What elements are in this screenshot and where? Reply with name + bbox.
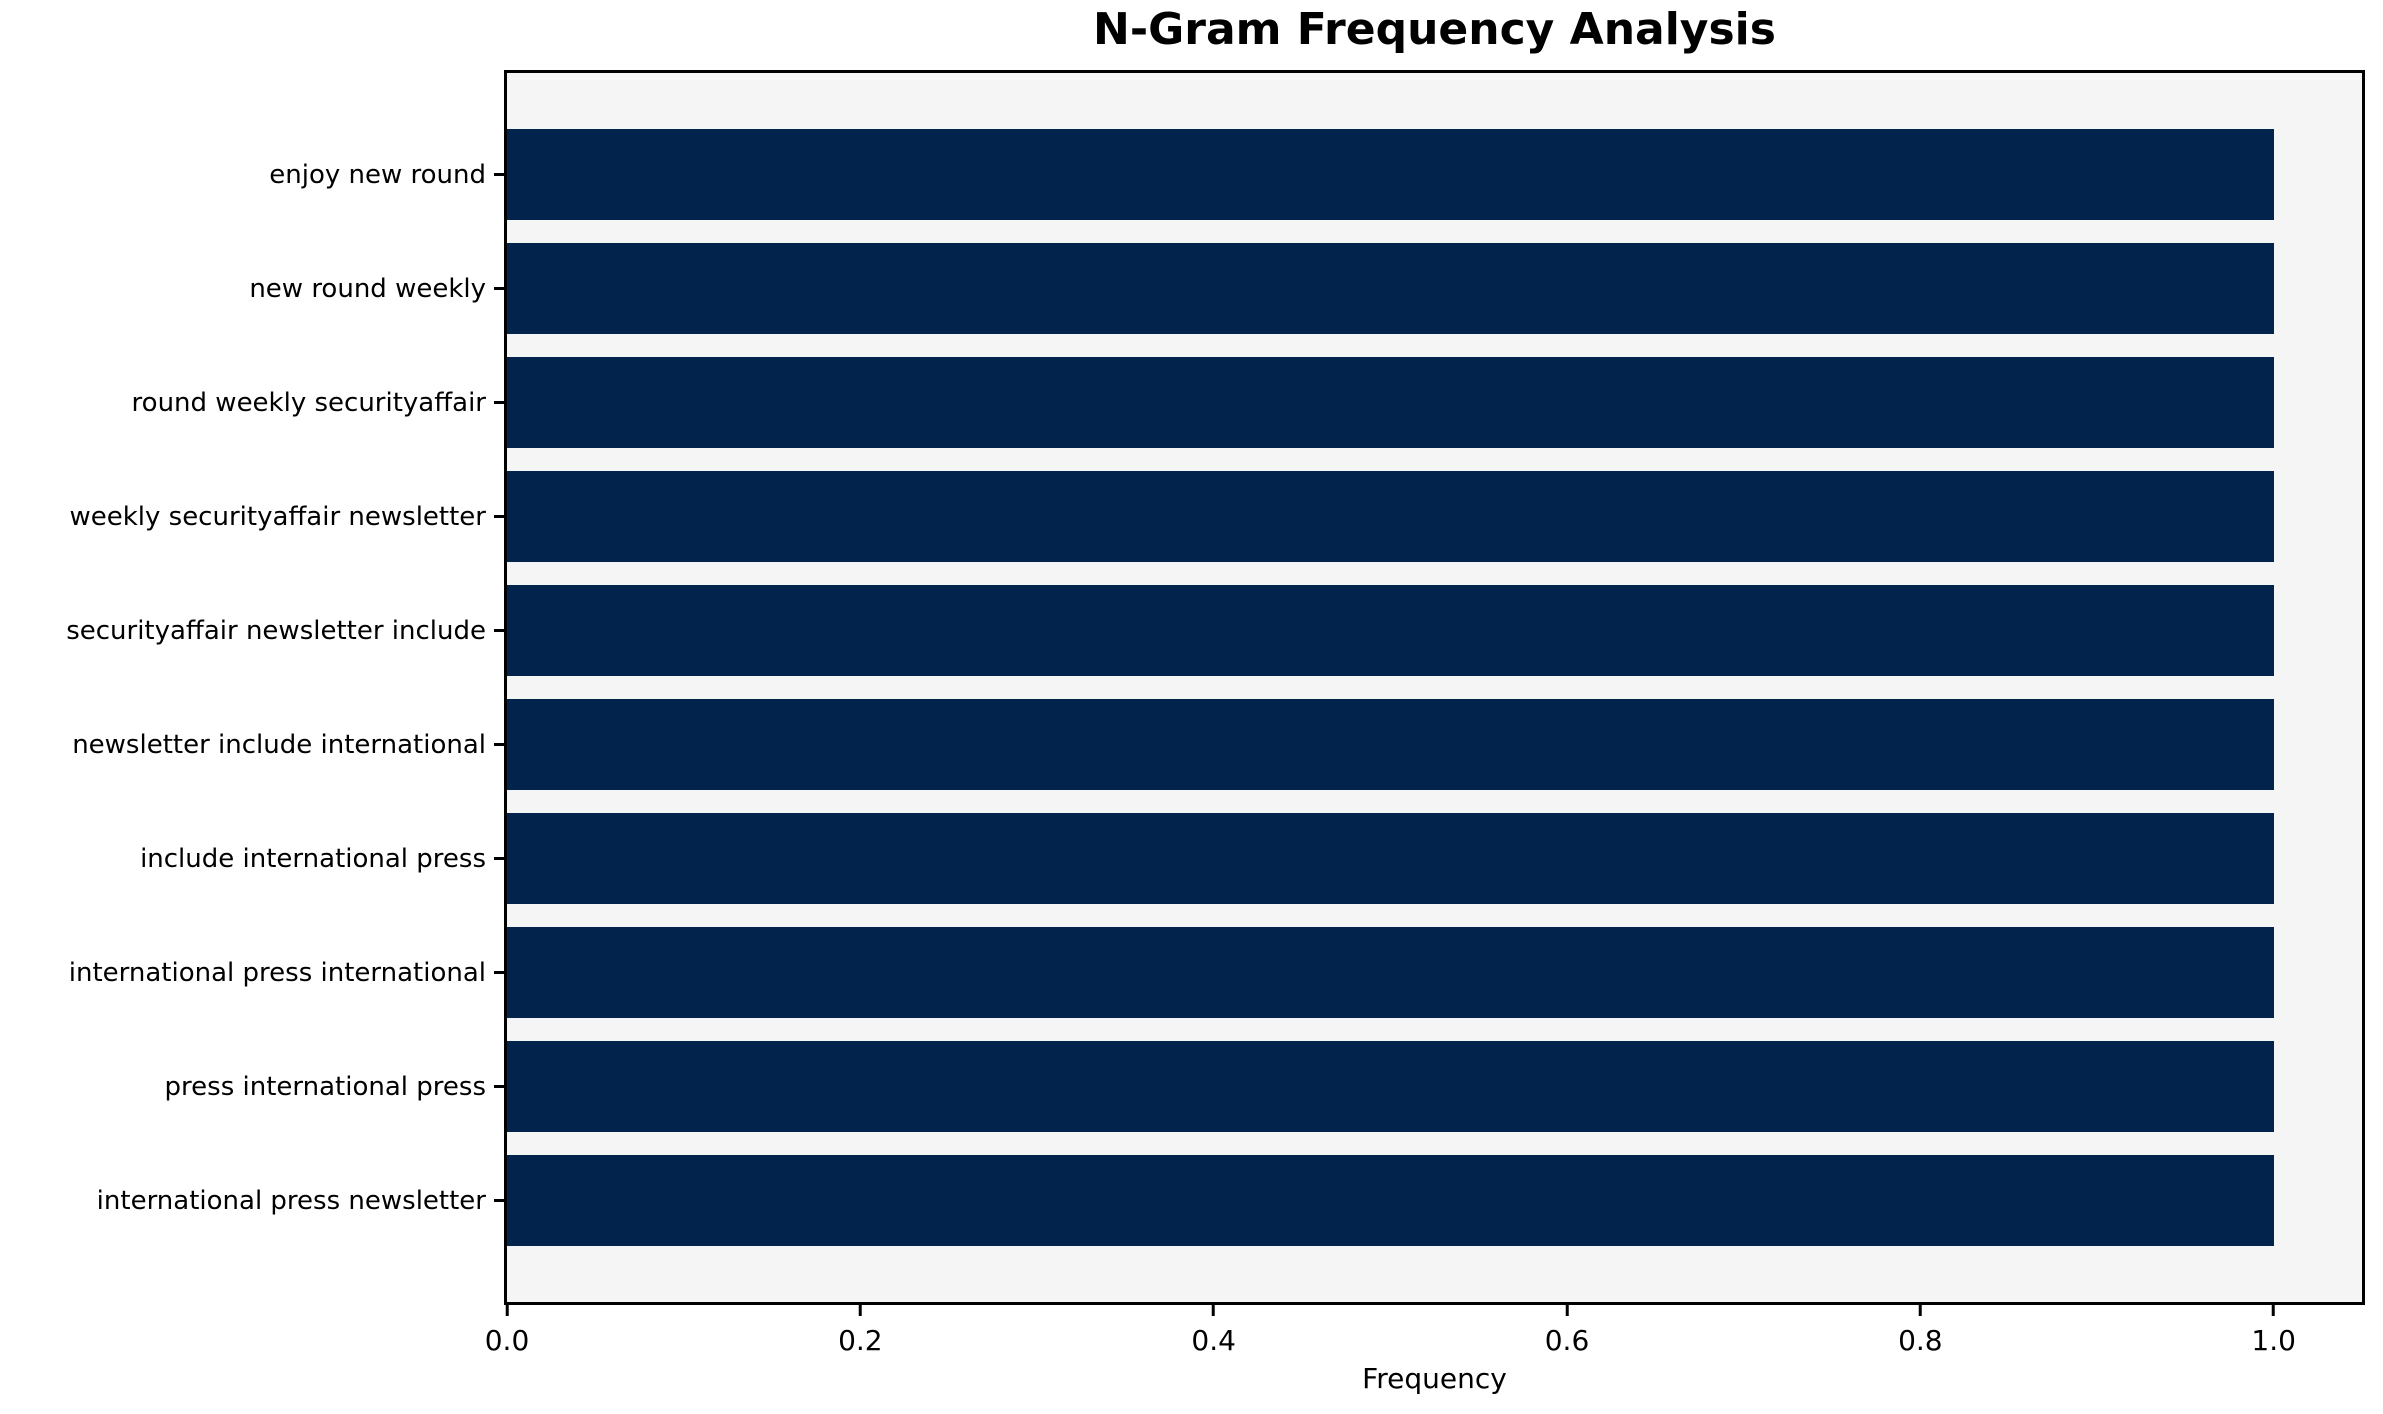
y-tick-mark: [494, 515, 504, 518]
y-tick-mark: [494, 1199, 504, 1202]
y-tick-2: round weekly securityaffair: [0, 357, 504, 448]
y-tick-7: international press international: [0, 927, 504, 1018]
bar-row: [507, 1041, 2362, 1132]
y-tick-mark: [494, 401, 504, 404]
bar-row: [507, 1155, 2362, 1246]
x-tick-label: 0.8: [1898, 1324, 1943, 1357]
x-tick-mark: [858, 1305, 862, 1316]
y-tick-label: enjoy new round: [269, 159, 486, 190]
x-tick-1.0: 1.0: [2251, 1305, 2296, 1357]
bar-1: [507, 243, 2274, 334]
y-tick-mark: [494, 971, 504, 974]
y-tick-4: securityaffair newsletter include: [0, 585, 504, 676]
bar-3: [507, 471, 2274, 562]
y-tick-8: press international press: [0, 1041, 504, 1132]
x-tick-0.2: 0.2: [838, 1305, 883, 1357]
bar-6: [507, 813, 2274, 904]
x-tick-label: 0.4: [1191, 1324, 1236, 1357]
x-tick-mark: [1212, 1305, 1216, 1316]
y-tick-label: securityaffair newsletter include: [66, 615, 486, 646]
bar-7: [507, 927, 2274, 1018]
x-tick-label: 0.6: [1544, 1324, 1590, 1357]
x-tick-label: 0.0: [484, 1324, 530, 1357]
bar-0: [507, 129, 2274, 220]
x-tick-label: 0.2: [838, 1324, 883, 1357]
y-tick-5: newsletter include international: [0, 699, 504, 790]
x-tick-mark: [2272, 1305, 2276, 1316]
y-tick-label: include international press: [140, 843, 486, 874]
y-tick-label: round weekly securityaffair: [131, 387, 486, 418]
bar-row: [507, 243, 2362, 334]
y-tick-label: new round weekly: [249, 273, 486, 304]
bar-row: [507, 585, 2362, 676]
x-tick-mark: [505, 1305, 509, 1316]
y-tick-mark: [494, 173, 504, 176]
x-tick-mark: [1565, 1305, 1569, 1316]
bar-row: [507, 927, 2362, 1018]
bar-8: [507, 1041, 2274, 1132]
bar-row: [507, 699, 2362, 790]
plot-area: [504, 70, 2365, 1305]
x-axis: 0.0 0.2 0.4 0.6 0.8 1.0: [485, 1305, 2365, 1365]
y-tick-0: enjoy new round: [0, 129, 504, 220]
bar-5: [507, 699, 2274, 790]
y-tick-label: international press international: [68, 957, 486, 988]
y-axis-tick-labels: enjoy new round new round weekly round wee…: [0, 70, 504, 1305]
y-tick-label: weekly securityaffair newsletter: [69, 501, 486, 532]
bar-row: [507, 471, 2362, 562]
y-tick-9: international press newsletter: [0, 1155, 504, 1246]
bar-row: [507, 357, 2362, 448]
x-tick-0.8: 0.8: [1898, 1305, 1943, 1357]
y-tick-label: newsletter include international: [72, 729, 486, 760]
y-tick-mark: [494, 629, 504, 632]
bar-row: [507, 813, 2362, 904]
bar-2: [507, 357, 2274, 448]
y-tick-mark: [494, 1085, 504, 1088]
y-tick-label: international press newsletter: [96, 1185, 486, 1216]
chart-title: N-Gram Frequency Analysis: [1093, 4, 1776, 55]
bar-9: [507, 1155, 2274, 1246]
x-tick-0.4: 0.4: [1191, 1305, 1236, 1357]
x-tick-0.0: 0.0: [484, 1305, 530, 1357]
y-tick-1: new round weekly: [0, 243, 504, 334]
y-tick-mark: [494, 287, 504, 290]
x-axis-title: Frequency: [1362, 1362, 1507, 1395]
y-tick-mark: [494, 743, 504, 746]
y-tick-6: include international press: [0, 813, 504, 904]
y-tick-mark: [494, 857, 504, 860]
y-tick-3: weekly securityaffair newsletter: [0, 471, 504, 562]
bar-4: [507, 585, 2274, 676]
bar-row: [507, 129, 2362, 220]
x-tick-0.6: 0.6: [1544, 1305, 1590, 1357]
y-tick-label: press international press: [164, 1071, 486, 1102]
x-tick-mark: [1918, 1305, 1922, 1316]
x-tick-label: 1.0: [2251, 1324, 2296, 1357]
